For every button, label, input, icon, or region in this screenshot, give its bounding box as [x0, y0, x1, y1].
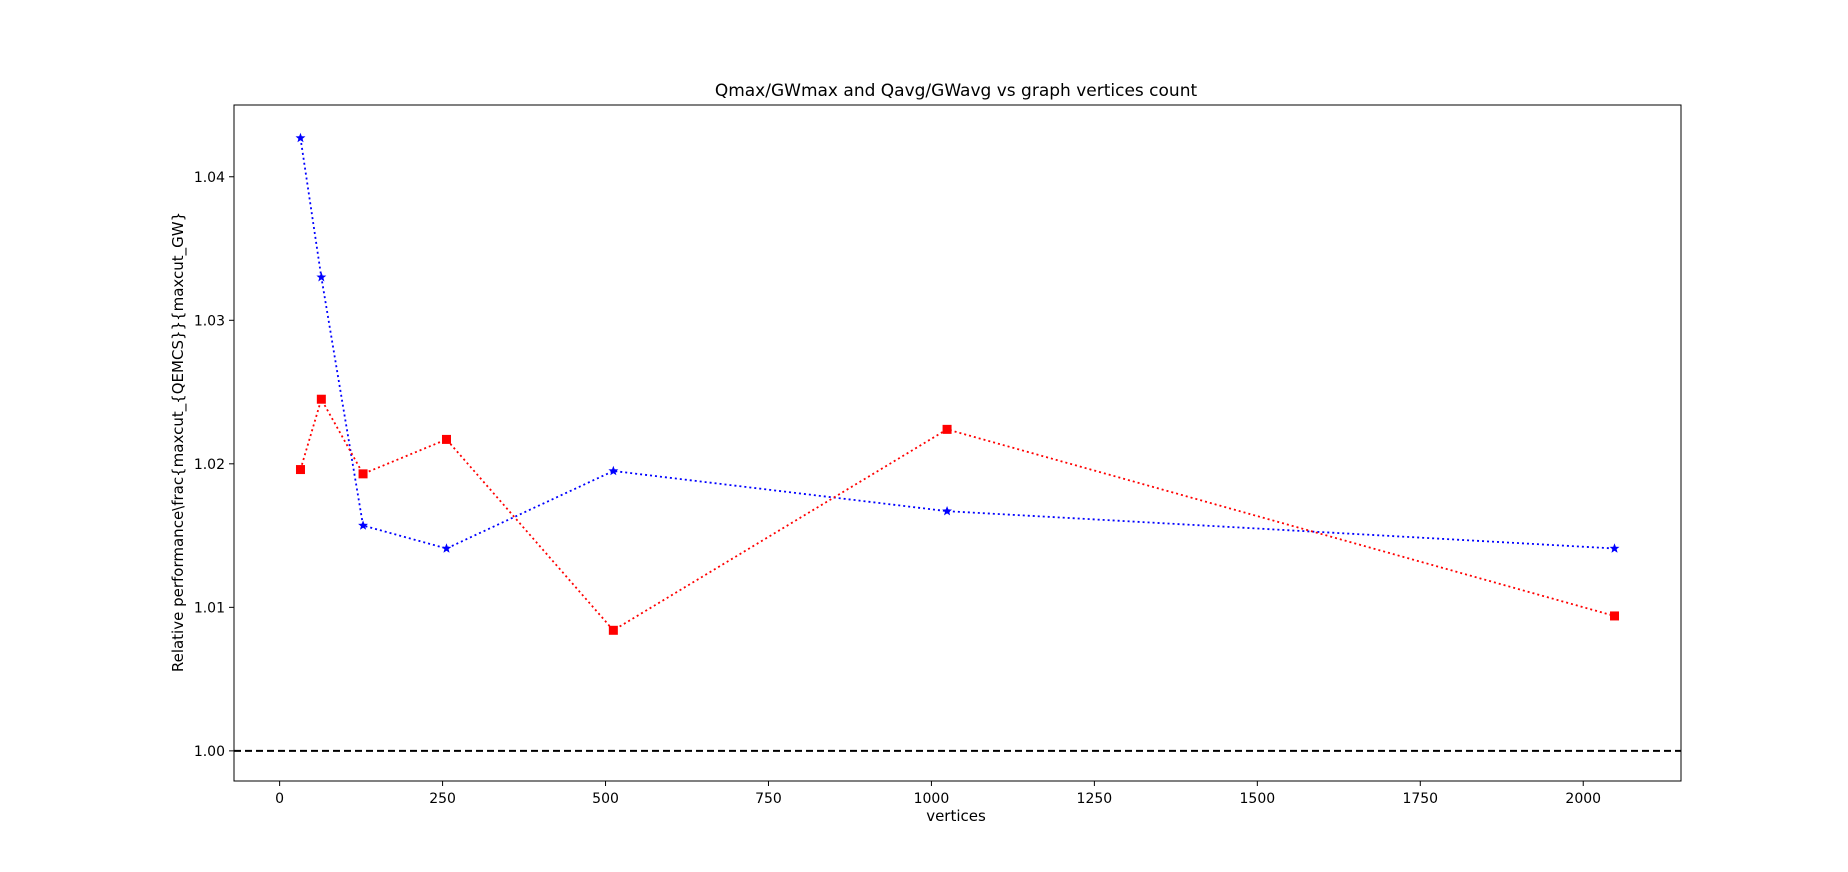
series-0-point — [942, 505, 953, 516]
x-tick-label: 500 — [592, 791, 619, 807]
series-0-point — [358, 520, 368, 530]
series-0-point — [1609, 543, 1620, 553]
x-tick-label: 0 — [275, 791, 284, 807]
x-tick-label: 750 — [755, 791, 782, 807]
series-0-point — [441, 543, 452, 553]
x-tick-label: 1500 — [1240, 791, 1276, 807]
y-tick-label: 1.00 — [194, 744, 225, 760]
x-tick-label: 1250 — [1077, 791, 1113, 807]
series-1-point — [1610, 611, 1620, 621]
y-tick-label: 1.02 — [194, 457, 225, 473]
series-1-point — [316, 394, 326, 404]
series-1-point — [942, 424, 952, 434]
y-tick-label: 1.03 — [194, 313, 225, 329]
series-1-point — [608, 625, 618, 635]
x-tick-label: 2000 — [1565, 791, 1601, 807]
series-1-point — [295, 465, 305, 475]
series-0-point — [316, 272, 327, 282]
series-1-point — [441, 434, 451, 444]
y-tick-label: 1.01 — [194, 600, 225, 616]
series-0-point — [608, 465, 619, 476]
y-axis-label: Relative performance\frac{maxcut_{QEMCS}… — [169, 212, 188, 672]
chart-title: Qmax/GWmax and Qavg/GWavg vs graph verti… — [715, 81, 1198, 101]
series-0-point — [295, 132, 306, 143]
series-1-point — [358, 469, 368, 479]
x-tick-label: 250 — [429, 791, 456, 807]
y-tick-label: 1.04 — [194, 170, 225, 186]
x-tick-label: 1000 — [914, 791, 950, 807]
x-tick-label: 1750 — [1402, 791, 1438, 807]
plot-frame — [233, 104, 1682, 782]
x-axis-label: vertices — [926, 807, 986, 825]
plot-area: 0 250 500 750 1000 1250 1500 1750 2000 1.00 1.01 1.… — [194, 104, 1682, 807]
